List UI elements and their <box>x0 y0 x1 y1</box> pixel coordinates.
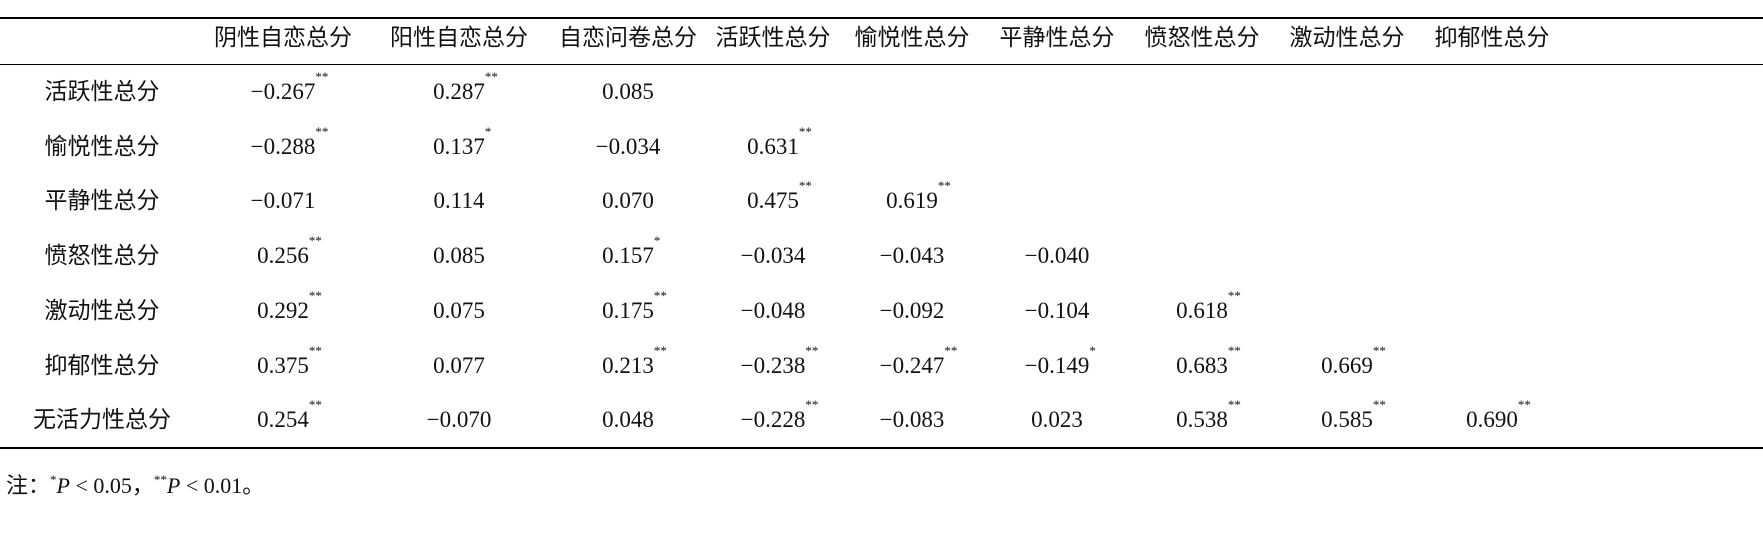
header-rule <box>0 64 1763 65</box>
cell-value: −0.288 ** <box>250 123 329 159</box>
row-label: 无活力性总分 <box>33 407 171 433</box>
cell-value: −0.070 <box>426 407 492 433</box>
significance-mark: ** <box>805 397 819 413</box>
note-text: < 0.01。 <box>180 473 265 498</box>
cell-value: 0.077 <box>433 352 485 378</box>
cell-value: −0.238 ** <box>740 342 819 378</box>
cell-value: 0.375 ** <box>257 342 322 378</box>
cell-value: 0.157 * <box>602 233 661 269</box>
row-label: 平静性总分 <box>44 188 160 214</box>
cell-value: 0.085 <box>602 79 654 104</box>
cell-value: 0.292 ** <box>257 287 322 323</box>
note-sup: * <box>50 472 57 487</box>
cell-value: 0.254 ** <box>257 397 322 433</box>
significance-mark: ** <box>308 342 322 358</box>
row-label: 活跃性总分 <box>44 79 160 104</box>
cell-value: 0.048 <box>602 407 654 433</box>
cell-value: −0.071 <box>250 188 316 214</box>
cell-value: −0.048 <box>740 297 806 323</box>
cell-value: 0.023 <box>1031 407 1083 433</box>
row-label: 抑郁性总分 <box>44 352 160 378</box>
column-header: 激动性总分 <box>1289 25 1405 50</box>
cell-value: 0.618 ** <box>1176 287 1241 323</box>
column-header: 愤怒性总分 <box>1144 25 1260 50</box>
column-header: 阴性自恋总分 <box>214 25 352 50</box>
cell-value: −0.040 <box>1024 243 1090 269</box>
significance-mark: ** <box>308 287 322 303</box>
note-italic: P <box>166 473 181 498</box>
cell-value: 0.538 ** <box>1176 397 1241 433</box>
significance-mark: ** <box>308 397 322 413</box>
column-header: 愉悦性总分 <box>854 25 970 50</box>
column-header: 抑郁性总分 <box>1434 25 1550 50</box>
column-header: 阳性自恋总分 <box>390 25 528 50</box>
bottom-rule <box>0 447 1763 449</box>
cell-value: 0.690 ** <box>1466 397 1531 433</box>
cell-value: 0.619 ** <box>886 178 951 214</box>
cell-value: 0.669 ** <box>1321 342 1386 378</box>
significance-mark: ** <box>937 178 951 194</box>
row-label: 愉悦性总分 <box>44 133 160 159</box>
cell-value: 0.114 <box>433 188 485 214</box>
cell-value: 0.085 <box>433 243 485 269</box>
cell-value: −0.104 <box>1024 297 1090 323</box>
footnote: 注：*P < 0.05，**P < 0.01。 <box>6 466 264 500</box>
significance-mark: ** <box>315 69 329 84</box>
significance-mark: ** <box>798 178 812 194</box>
significance-mark: * <box>653 233 661 249</box>
cell-value: 0.175 ** <box>602 287 667 323</box>
significance-mark: ** <box>1517 397 1531 413</box>
cell-value: 0.213 ** <box>602 342 667 378</box>
significance-mark: ** <box>1372 342 1386 358</box>
cell-value: 0.683 ** <box>1176 342 1241 378</box>
cell-value: 0.631 ** <box>747 123 812 159</box>
cell-value: 0.256 ** <box>257 233 322 269</box>
note-italic: P <box>56 473 70 498</box>
note-text: 注： <box>6 473 51 498</box>
cell-value: 0.075 <box>433 297 485 323</box>
significance-mark: ** <box>484 69 498 84</box>
row-label: 激动性总分 <box>44 297 160 323</box>
significance-mark: ** <box>798 123 812 139</box>
significance-mark: * <box>484 123 492 139</box>
column-header: 自恋问卷总分 <box>559 25 697 50</box>
significance-mark: * <box>1089 342 1096 358</box>
cell-value: −0.228 ** <box>740 397 819 433</box>
cell-value: 0.287 ** <box>433 69 498 105</box>
significance-mark: ** <box>653 287 667 303</box>
cell-value: −0.083 <box>879 407 945 433</box>
significance-mark: ** <box>944 342 958 358</box>
significance-mark: ** <box>1372 397 1386 413</box>
cell-value: −0.034 <box>740 243 806 269</box>
cell-value: 0.137 * <box>433 123 492 159</box>
cell-value: −0.092 <box>879 297 945 323</box>
significance-mark: ** <box>1227 287 1241 303</box>
cell-value: 0.475 ** <box>747 178 812 214</box>
note-sup: ** <box>153 472 167 487</box>
cell-value: −0.043 <box>879 243 945 269</box>
cell-value: −0.034 <box>595 133 661 159</box>
significance-mark: ** <box>1227 397 1241 413</box>
cell-value: 0.585 ** <box>1321 397 1386 433</box>
significance-mark: ** <box>308 233 322 249</box>
cell-value: −0.149 * <box>1024 342 1096 378</box>
significance-mark: ** <box>805 342 819 358</box>
column-header: 平静性总分 <box>999 25 1115 50</box>
cell-value: 0.070 <box>602 188 654 214</box>
significance-mark: ** <box>653 342 667 358</box>
row-label: 愤怒性总分 <box>44 243 160 269</box>
cell-value: −0.247 ** <box>879 342 958 378</box>
column-header: 活跃性总分 <box>715 25 831 50</box>
cell-value: −0.267 ** <box>250 69 329 105</box>
note-text: < 0.05， <box>69 473 154 498</box>
top-rule <box>0 17 1763 19</box>
significance-mark: ** <box>1227 342 1241 358</box>
significance-mark: ** <box>315 123 329 139</box>
